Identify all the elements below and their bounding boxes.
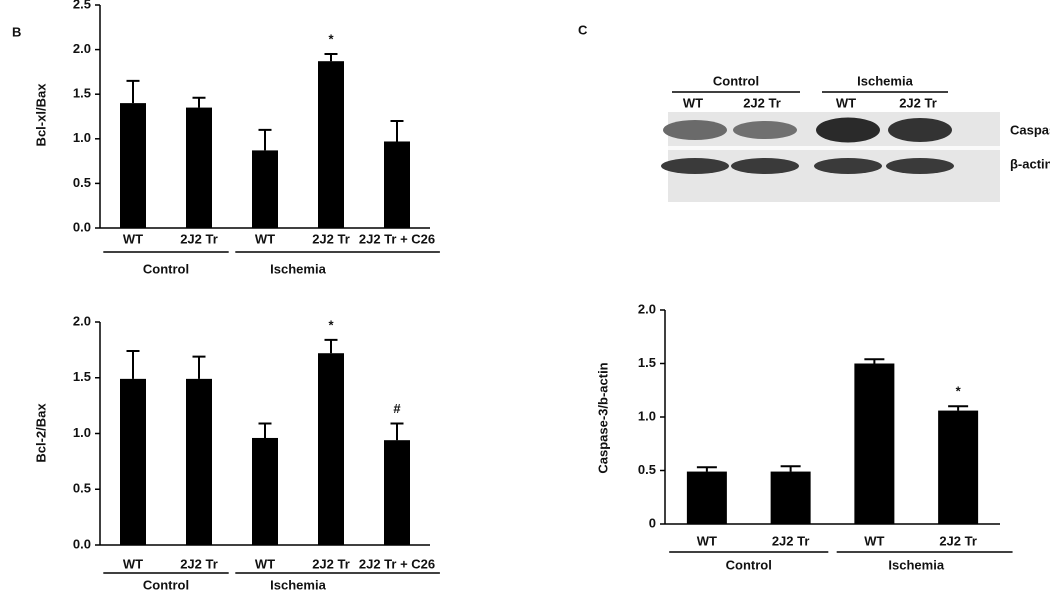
error-bar: [390, 422, 404, 441]
error-bar: [948, 405, 969, 411]
error-bar: [780, 465, 801, 472]
y-tick-label: 1.5: [638, 355, 656, 370]
y-tick-label: 2.0: [73, 41, 91, 56]
group-label: Ischemia: [270, 261, 326, 276]
y-tick-label: 1.5: [73, 86, 91, 101]
error-bar: [696, 466, 717, 472]
bar: [252, 150, 278, 228]
y-tick-label: 0: [649, 515, 656, 530]
panel-label: C: [578, 22, 588, 37]
bar: [770, 471, 811, 524]
bar: [384, 440, 410, 545]
bar: [120, 378, 146, 545]
y-tick-label: 0.5: [638, 462, 656, 477]
annotation: #: [393, 401, 401, 416]
bar: [120, 103, 146, 228]
x-tick-label: 2J2 Tr: [180, 231, 218, 246]
lane-label: 2J2 Tr: [899, 95, 937, 110]
blot-band: [814, 158, 882, 174]
band-label: Caspase-3: [1010, 122, 1050, 137]
x-tick-label: WT: [864, 533, 884, 548]
panel-label: B: [12, 24, 21, 39]
y-axis-title: Caspase-3/b-actin: [595, 362, 610, 473]
blot-band: [886, 158, 954, 174]
blot-lane-strip: [668, 146, 1000, 150]
x-tick-label: WT: [255, 231, 275, 246]
x-tick-label: 2J2 Tr: [772, 533, 810, 548]
x-tick-label: 2J2 Tr: [180, 556, 218, 571]
lane-label: 2J2 Tr: [743, 95, 781, 110]
x-tick-label: 2J2 Tr: [312, 556, 350, 571]
y-tick-label: 2.0: [73, 313, 91, 328]
x-tick-label: 2J2 Tr + C26: [359, 556, 435, 571]
y-tick-label: 0.0: [73, 536, 91, 551]
y-tick-label: 1.0: [73, 425, 91, 440]
error-bar: [126, 349, 140, 379]
lane-label: WT: [836, 95, 856, 110]
blot-band: [816, 117, 880, 143]
y-tick-label: 1.0: [73, 130, 91, 145]
error-bar: [324, 338, 338, 354]
x-tick-label: 2J2 Tr: [312, 231, 350, 246]
y-tick-label: 1.0: [638, 408, 656, 423]
bar: [384, 141, 410, 228]
error-bar: [258, 422, 272, 438]
group-label: Ischemia: [270, 577, 326, 592]
y-axis-title: Bcl-xl/Bax: [33, 83, 48, 147]
x-tick-label: 2J2 Tr: [939, 533, 977, 548]
y-tick-label: 1.5: [73, 369, 91, 384]
error-bar: [324, 53, 338, 62]
error-bar: [192, 96, 206, 108]
blot-band: [663, 120, 727, 140]
blot-group-label: Ischemia: [857, 73, 913, 88]
error-bar: [192, 355, 206, 379]
bar: [318, 61, 344, 228]
bar: [318, 353, 344, 545]
y-tick-label: 0.5: [73, 481, 91, 496]
error-bar: [258, 128, 272, 151]
group-label: Control: [143, 261, 189, 276]
x-tick-label: WT: [697, 533, 717, 548]
blot-band: [731, 158, 799, 174]
bar: [938, 410, 979, 524]
bar: [186, 107, 212, 228]
band-label: β-actin: [1010, 156, 1050, 171]
x-tick-label: WT: [255, 556, 275, 571]
bar: [252, 437, 278, 545]
x-tick-label: 2J2 Tr + C26: [359, 231, 435, 246]
bar: [854, 363, 895, 524]
error-bar: [864, 358, 885, 364]
x-tick-label: WT: [123, 556, 143, 571]
group-label: Ischemia: [888, 557, 944, 572]
blot-band: [661, 158, 729, 174]
annotation: *: [328, 31, 334, 46]
group-label: Control: [726, 557, 772, 572]
y-axis-title: Bcl-2/Bax: [33, 403, 48, 463]
blot-group-label: Control: [713, 73, 759, 88]
blot-band: [733, 121, 797, 139]
bar: [686, 471, 727, 524]
error-bar: [126, 79, 140, 104]
y-tick-label: 2.0: [638, 301, 656, 316]
bar: [186, 378, 212, 545]
y-tick-label: 0.0: [73, 219, 91, 234]
blot-band: [888, 118, 952, 142]
y-tick-label: 0.5: [73, 175, 91, 190]
annotation: *: [956, 384, 962, 399]
group-label: Control: [143, 577, 189, 592]
x-tick-label: WT: [123, 231, 143, 246]
lane-label: WT: [683, 95, 703, 110]
error-bar: [390, 119, 404, 142]
y-tick-label: 2.5: [73, 0, 91, 11]
annotation: *: [328, 317, 334, 332]
